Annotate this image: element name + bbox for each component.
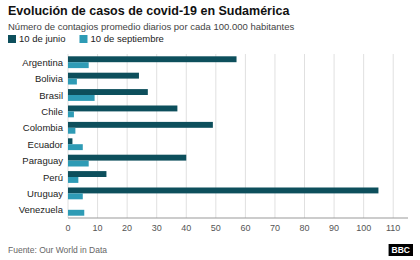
bar (68, 122, 213, 128)
legend-swatch (79, 35, 87, 43)
x-tick-label: 60 (240, 223, 250, 233)
y-tick-label: Venezuela (19, 204, 64, 215)
bar (68, 128, 75, 134)
bar (68, 138, 72, 144)
x-ticks: 0 10 20 30 40 50 60 70 80 90 100 110 (65, 223, 400, 233)
bar (68, 177, 78, 183)
legend-swatch (8, 35, 16, 43)
x-tick-label: 0 (65, 223, 70, 233)
bar (68, 187, 378, 193)
bar (68, 204, 69, 210)
bar (68, 105, 177, 111)
logo-box (389, 244, 413, 256)
bar (68, 79, 77, 85)
y-ticks: Argentina Bolivia Brasil Chile Colombia Ecuad… (19, 57, 64, 216)
x-tick-label: 20 (122, 223, 132, 233)
subtitle: Número de contagios promedio diarios por… (8, 21, 294, 32)
bar (68, 193, 83, 199)
bar (68, 111, 74, 117)
y-tick-label: Ecuador (28, 139, 63, 150)
y-tick-label: Chile (41, 106, 63, 117)
legend-label: 10 de septiembre (90, 33, 163, 44)
y-tick-label: Colombia (23, 122, 64, 133)
bar (68, 210, 84, 216)
logo-text: BBC (392, 245, 410, 255)
x-tick-label: 100 (356, 223, 371, 233)
legend: 10 de junio 10 de septiembre (8, 33, 164, 44)
y-tick-label: Argentina (22, 57, 63, 68)
grid-line (393, 54, 394, 218)
x-tick-label: 50 (211, 223, 221, 233)
bar (68, 171, 106, 177)
y-tick-label: Uruguay (27, 188, 63, 199)
bar (68, 144, 83, 150)
bar (68, 161, 89, 167)
grid (68, 54, 393, 218)
legend-label: 10 de junio (19, 33, 65, 44)
y-tick-label: Perú (43, 172, 63, 183)
y-tick-label: Paraguay (22, 155, 63, 166)
x-tick-label: 30 (152, 223, 162, 233)
bar (68, 155, 186, 161)
bar (68, 62, 89, 68)
title: Evolución de casos de covid-19 en Sudamé… (8, 4, 290, 18)
logo: BBC (389, 244, 413, 256)
chart: Evolución de casos de covid-19 en Sudamé… (0, 0, 420, 260)
x-tick-label: 110 (386, 223, 400, 233)
bars (68, 56, 378, 215)
footer: Fuente: Our World in Data (8, 245, 107, 255)
x-axis-line (68, 218, 408, 219)
bar (68, 89, 148, 95)
bar (68, 73, 139, 79)
y-tick-label: Brasil (39, 90, 63, 101)
bar (68, 56, 237, 62)
x-tick-label: 80 (300, 223, 310, 233)
x-tick-label: 40 (181, 223, 191, 233)
x-tick-label: 90 (329, 223, 339, 233)
y-tick-label: Bolivia (35, 73, 64, 84)
x-tick-label: 10 (93, 223, 103, 233)
x-tick-label: 70 (270, 223, 280, 233)
bar (68, 95, 95, 101)
